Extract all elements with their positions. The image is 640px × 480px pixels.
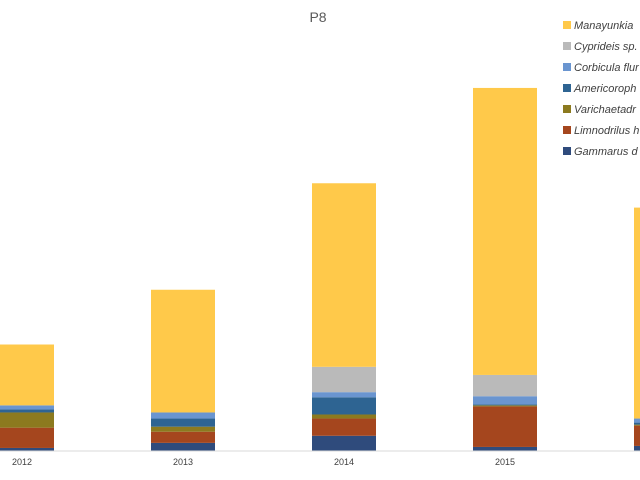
legend-label: Varichaetadr <box>574 104 637 116</box>
bar-2012-corbicula-flur <box>0 405 54 410</box>
legend-swatch <box>563 21 571 29</box>
legend-swatch <box>563 63 571 71</box>
x-tick-label: 2013 <box>173 457 193 467</box>
legend-label: Limnodrilus h <box>574 125 639 137</box>
bar-2014-cyprideis-sp <box>312 366 376 393</box>
bar-2014-limnodrilus-h <box>312 418 376 436</box>
bar-2013-manayunkia <box>151 289 215 413</box>
legend-swatch <box>563 105 571 113</box>
legend: Manayunkia Cyprideis sp. Corbicula flur Ame… <box>563 20 640 158</box>
x-tick-label: 2012 <box>12 457 32 467</box>
x-tick-label: 2014 <box>334 457 354 467</box>
legend-label: Gammarus d <box>574 146 638 158</box>
bar-2012-americoroph <box>0 409 54 413</box>
legend-swatch <box>563 42 571 50</box>
legend-label: Corbicula flur <box>574 62 640 74</box>
bar-2013-limnodrilus-h <box>151 431 215 443</box>
bar-2013-corbicula-flur <box>151 412 215 419</box>
bar-2016-americoroph <box>634 422 640 425</box>
bar-2012-manayunkia <box>0 344 54 406</box>
bar-2014-americoroph <box>312 397 376 415</box>
bar-2016-varichaetadr <box>634 424 640 426</box>
x-tick-label: 2015 <box>495 457 515 467</box>
chart-title: P8 <box>309 9 326 25</box>
bar-2012-gammarus-d <box>0 447 54 451</box>
bar-2015-cyprideis-sp <box>473 374 537 397</box>
bar-2012-varichaetadr <box>0 412 54 428</box>
bar-2014-varichaetadr <box>312 414 376 419</box>
bar-2016-corbicula-flur <box>634 418 640 423</box>
bar-2013-americoroph <box>151 418 215 427</box>
bar-group <box>0 87 640 451</box>
bar-2014-gammarus-d <box>312 435 376 451</box>
bar-2012-limnodrilus-h <box>0 427 54 448</box>
legend-swatch <box>563 126 571 134</box>
bar-2016-manayunkia <box>634 207 640 419</box>
bar-2015-limnodrilus-h <box>473 406 537 447</box>
bar-2016-gammarus-d <box>634 445 640 451</box>
bar-2013-varichaetadr <box>151 426 215 432</box>
bar-2015-americoroph <box>473 404 537 406</box>
legend-label: Cyprideis sp. <box>574 41 638 53</box>
legend-label: Americoroph <box>573 83 636 95</box>
bar-2014-manayunkia <box>312 183 376 367</box>
x-tick-labels: 20122013201420152016 <box>12 457 515 467</box>
bar-2015-gammarus-d <box>473 446 537 451</box>
bar-2015-varichaetadr <box>473 405 537 407</box>
bar-2013-gammarus-d <box>151 442 215 451</box>
legend-swatch <box>563 84 571 92</box>
legend-label: Manayunkia <box>574 20 633 32</box>
bar-2016-limnodrilus-h <box>634 425 640 446</box>
bar-2015-corbicula-flur <box>473 396 537 405</box>
bar-2014-corbicula-flur <box>312 392 376 398</box>
legend-swatch <box>563 147 571 155</box>
bar-2015-manayunkia <box>473 87 537 375</box>
